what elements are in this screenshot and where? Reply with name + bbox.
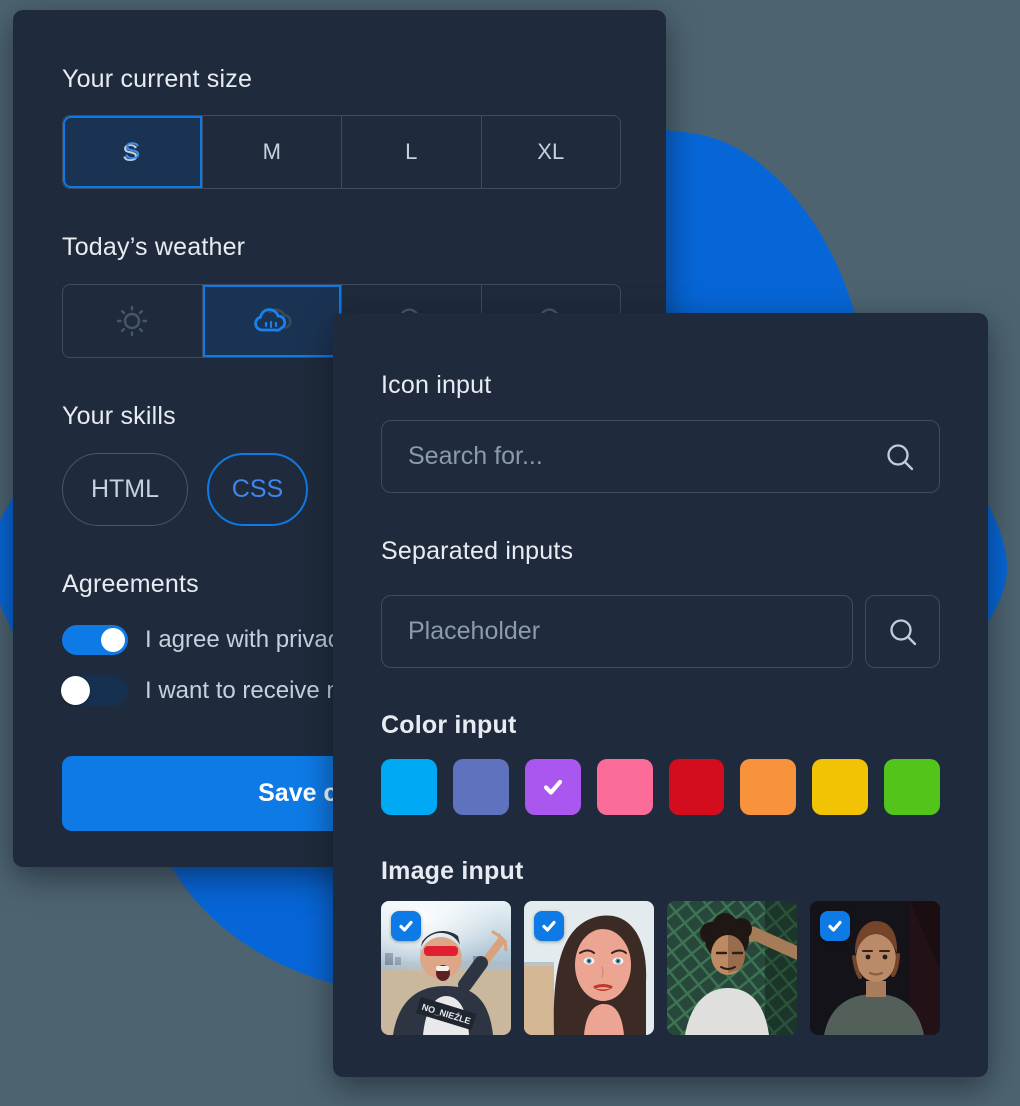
search-icon <box>889 618 916 645</box>
inputs-panel: Icon input Separated inputs Color input <box>333 313 988 1077</box>
image-input-row: NO_NIEŹLE <box>381 901 940 1035</box>
size-option-label: M <box>262 139 281 164</box>
color-swatch-red[interactable] <box>668 759 725 815</box>
toggle-knob <box>61 676 90 705</box>
privacy-toggle[interactable] <box>62 625 128 655</box>
size-option-label: S <box>124 138 141 165</box>
color-swatch-orange[interactable] <box>740 759 797 815</box>
checked-checkbox-icon <box>391 911 421 941</box>
icon-input-field-wrap <box>381 420 940 493</box>
size-section-title: Your current size <box>62 65 253 93</box>
size-option-s[interactable]: S <box>63 116 203 188</box>
agreements-section-title: Agreements <box>62 570 199 598</box>
cloud-rain-icon <box>253 308 292 332</box>
color-swatch-purple-selected[interactable] <box>524 759 581 815</box>
skills-section-title: Your skills <box>62 402 176 430</box>
skill-pill-css[interactable]: CSS <box>207 453 308 526</box>
skill-pill-label: HTML <box>90 475 160 503</box>
skill-pill-html[interactable]: HTML <box>62 453 188 526</box>
color-swatch-indigo[interactable] <box>452 759 509 815</box>
weather-section-title: Today’s weather <box>62 233 246 261</box>
photo-woman-portrait <box>524 901 654 1035</box>
checked-checkbox-icon <box>534 911 564 941</box>
separated-inputs-title: Separated inputs <box>381 537 574 565</box>
size-option-label: L <box>405 139 418 164</box>
image-option-man-by-fence[interactable] <box>667 901 797 1035</box>
size-option-m[interactable]: M <box>203 116 342 188</box>
size-option-xl[interactable]: XL <box>482 116 621 188</box>
photo-man-by-fence <box>667 901 797 1035</box>
skill-pill-label: CSS <box>231 475 284 503</box>
color-swatch-pink[interactable] <box>596 759 653 815</box>
color-swatch-cyan[interactable] <box>381 759 437 815</box>
size-selector: S M L XL <box>62 115 621 189</box>
checkmark-icon <box>543 779 562 795</box>
color-swatch-green[interactable] <box>884 759 940 815</box>
search-icon <box>887 443 914 470</box>
search-input[interactable] <box>406 441 883 472</box>
icon-input-title: Icon input <box>381 371 492 399</box>
color-swatch-row <box>381 759 940 815</box>
separated-input-wrap <box>381 595 853 668</box>
weather-option-rainy[interactable] <box>202 285 342 357</box>
placeholder-input[interactable] <box>406 616 830 647</box>
photo-man-dark-room <box>810 901 940 1035</box>
checked-checkbox-icon <box>820 911 850 941</box>
toggle-knob <box>101 628 125 652</box>
sun-icon <box>117 305 148 337</box>
image-option-beach-selfie-man[interactable]: NO_NIEŹLE <box>381 901 511 1035</box>
size-option-l[interactable]: L <box>342 116 482 188</box>
skills-selector: HTML CSS <box>62 453 621 526</box>
image-input-title: Image input <box>381 857 524 885</box>
separated-inputs-row <box>381 595 940 668</box>
color-input-title: Color input <box>381 711 517 739</box>
newsletter-toggle[interactable] <box>61 676 128 706</box>
weather-option-sunny[interactable] <box>63 285 203 357</box>
size-option-label: XL <box>537 139 565 164</box>
search-button[interactable] <box>865 595 940 668</box>
color-swatch-yellow[interactable] <box>812 759 869 815</box>
image-option-man-dark-room[interactable] <box>810 901 940 1035</box>
image-option-woman-portrait[interactable] <box>524 901 654 1035</box>
